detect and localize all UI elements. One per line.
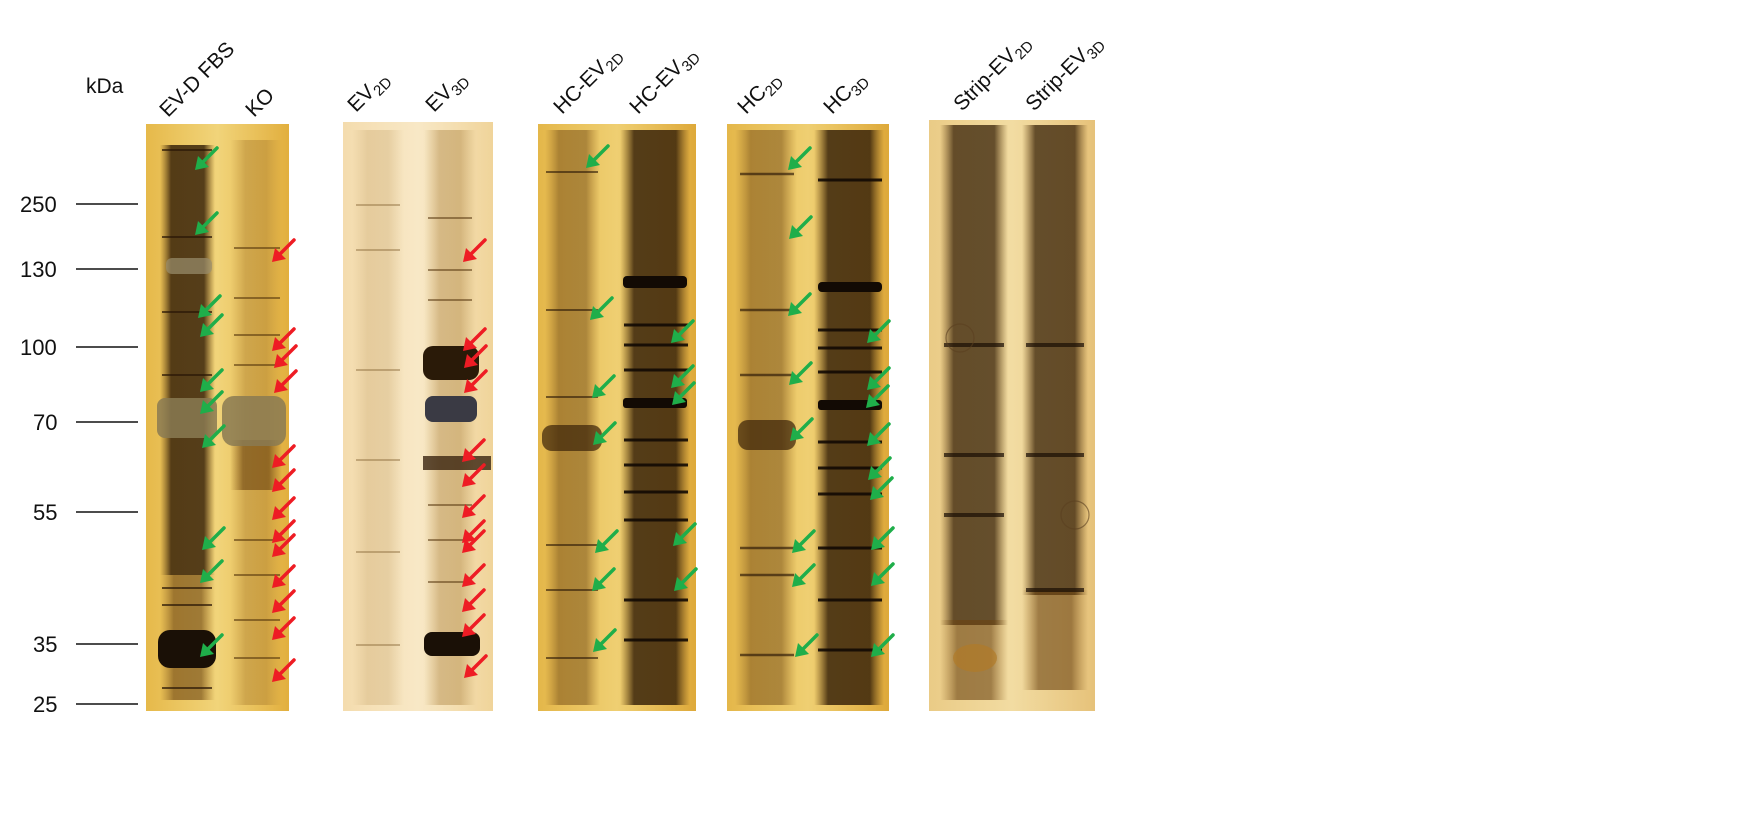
gel-panel-ev <box>343 122 493 711</box>
lane-label-hc-ev-2d: HC-EV2D <box>549 42 628 121</box>
lane-label-ev-d-fbs: EV-D FBS <box>155 38 239 122</box>
units-label: kDa <box>86 75 124 98</box>
lane-label-strip-ev-2d: Strip-EV2D <box>949 30 1037 118</box>
marker-25-label: 25 <box>33 692 57 717</box>
marker-55-label: 55 <box>33 500 57 525</box>
molecular-weight-ladder: 250 130 100 70 55 35 25 <box>20 192 138 717</box>
lane-label-hc-2d: HC2D <box>733 67 787 121</box>
lane-label-hc-3d: HC3D <box>819 67 873 121</box>
lane-labels: EV-D FBS KO EV2D EV3D HC-EV2D HC-EV3D HC… <box>155 30 1109 122</box>
lane-label-ko: KO <box>241 84 279 122</box>
gel-panel-ev-d-fbs-ko <box>146 124 289 711</box>
marker-130-label: 130 <box>20 257 57 282</box>
marker-70-label: 70 <box>33 410 57 435</box>
lane-label-ev-3d: EV3D <box>421 67 474 120</box>
gel-panel-hc-ev <box>538 124 696 711</box>
gel-panel-strip-ev <box>929 120 1095 711</box>
gel-panel-hc <box>727 124 889 711</box>
lane-label-hc-ev-3d: HC-EV3D <box>625 42 704 121</box>
marker-35-label: 35 <box>33 632 57 657</box>
marker-100-label: 100 <box>20 335 57 360</box>
marker-250-label: 250 <box>20 192 57 217</box>
lane-label-strip-ev-3d: Strip-EV3D <box>1021 30 1109 118</box>
lane-label-ev-2d: EV2D <box>343 67 396 120</box>
